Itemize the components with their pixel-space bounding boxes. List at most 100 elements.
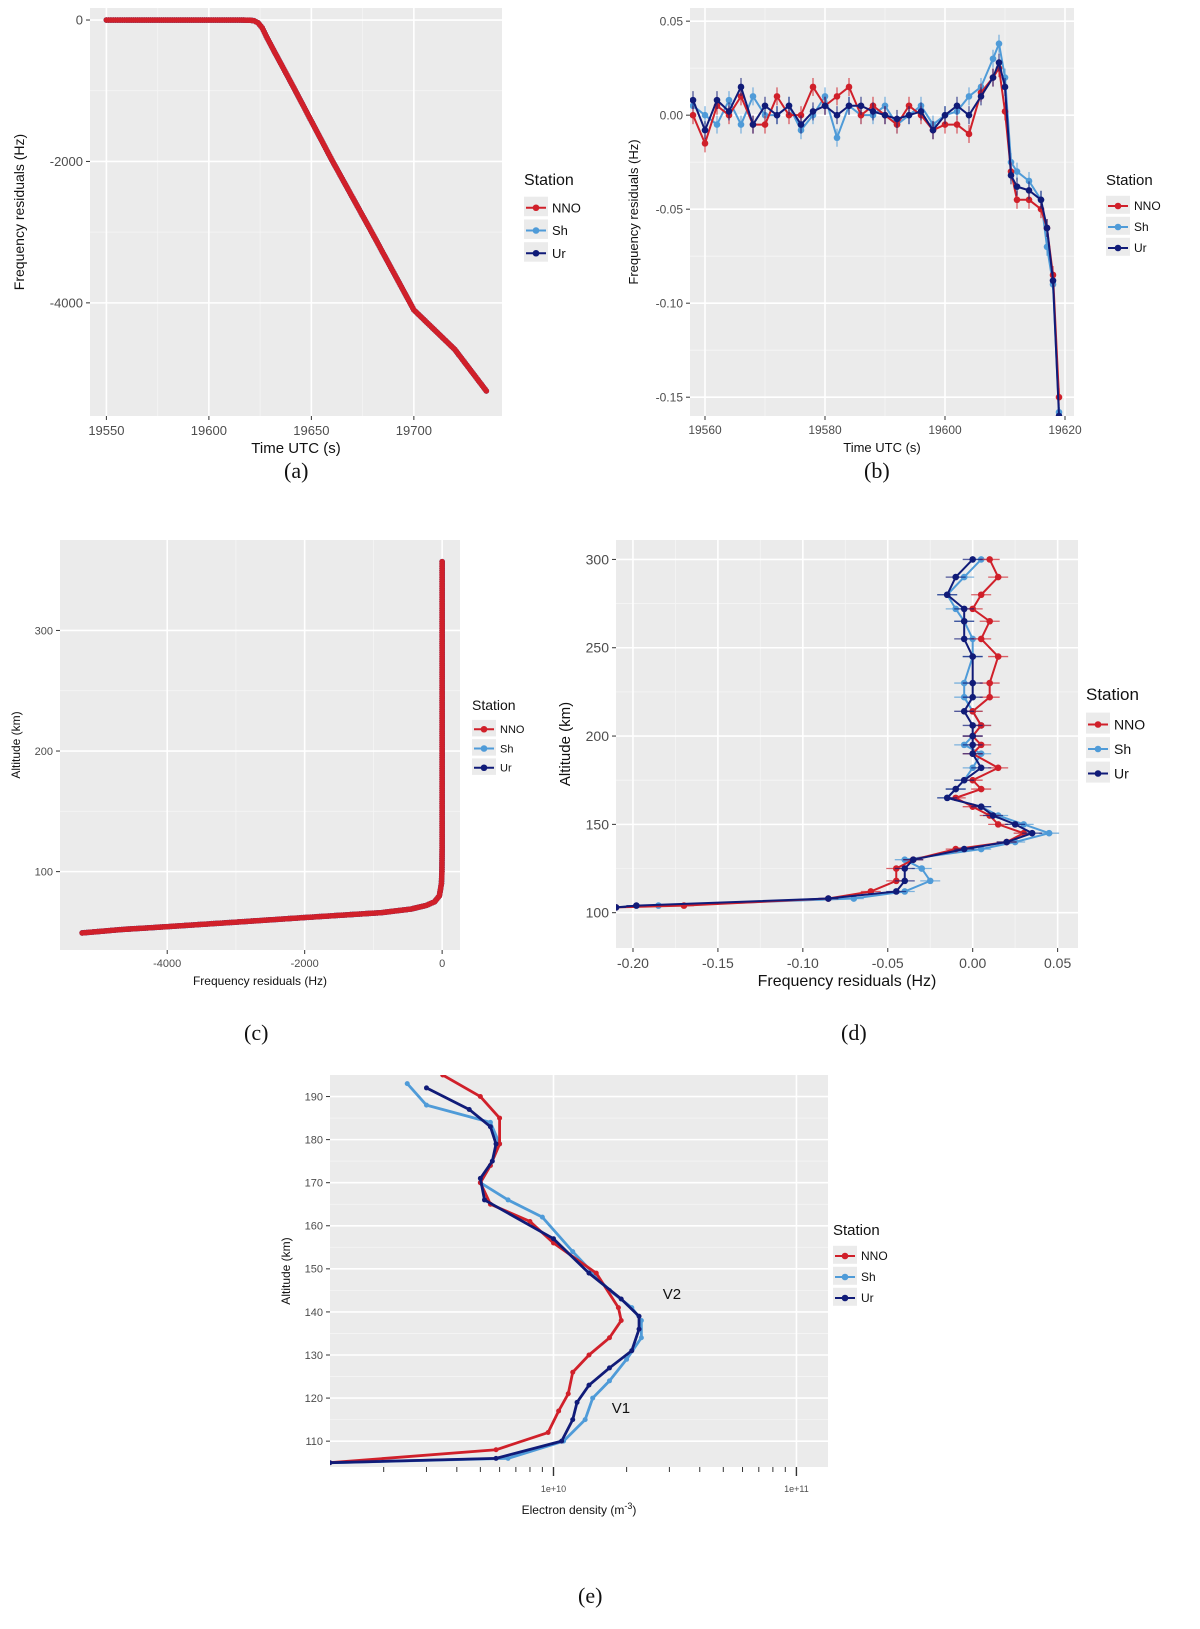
y-tick-label: 100 [35, 866, 53, 878]
legend: Station NNO Sh Ur [1106, 172, 1161, 256]
legend-key-point [841, 1294, 849, 1302]
data-point-ur [901, 865, 909, 872]
y-tick-label: -0.05 [656, 202, 684, 216]
data-layer [330, 1075, 644, 1466]
data-point-ur [989, 74, 997, 81]
data-point-ur [773, 111, 781, 119]
data-point-ur [960, 605, 968, 613]
data-point-nno [953, 121, 961, 128]
legend-title: Station [1106, 172, 1153, 189]
x-tick-label: -0.15 [702, 955, 734, 971]
y-axis-label: Altitude (km) [279, 1237, 293, 1304]
legend-label-ur: Ur [1134, 241, 1147, 255]
series-line-ur [330, 1086, 641, 1465]
data-point-sh [570, 1249, 576, 1255]
data-point-ur [821, 102, 829, 110]
y-tick-label: 140 [305, 1307, 323, 1319]
data-point-ur [952, 785, 960, 793]
data-point-sh [965, 93, 973, 100]
data-point-sh [505, 1197, 511, 1203]
data-point-ur [797, 121, 805, 128]
data-point-ur [943, 591, 951, 599]
legend-key-point [532, 249, 540, 257]
data-point-nno [761, 121, 769, 128]
x-tick-label: 19650 [293, 423, 329, 438]
panel-c: -4000 -2000 0 100 200 300 Frequency residuals … [9, 540, 525, 988]
data-point-sh [1025, 177, 1033, 185]
x-tick-label: 1e+10 [541, 1484, 566, 1494]
data-point-ur [477, 1175, 483, 1181]
caption-d: (d) [841, 1020, 867, 1045]
data-point-ur [995, 59, 1003, 66]
data-layer [616, 556, 1060, 911]
legend-label-nno: NNO [552, 200, 581, 215]
series-line-nno [330, 1075, 623, 1465]
legend-key-point [1094, 770, 1102, 777]
y-tick-label: 190 [305, 1091, 323, 1103]
data-point-nno [493, 1447, 499, 1453]
data-point-ur [636, 1326, 642, 1332]
data-point-nno [606, 1335, 612, 1341]
data-point-nno [986, 679, 993, 687]
data-point-ur [960, 635, 968, 643]
data-point-ur [989, 812, 997, 819]
data-point-sh [737, 121, 745, 128]
data-point-sh [821, 93, 829, 100]
data-point-nno [556, 1408, 562, 1414]
data-point-ur [493, 1141, 499, 1147]
data-point-nno [483, 388, 490, 394]
data-point-sh [701, 111, 709, 119]
y-tick-label: 150 [586, 816, 610, 832]
data-point-ur [713, 96, 721, 104]
data-point-ur [574, 1399, 580, 1405]
data-point-nno [79, 930, 85, 936]
legend-key-point [1114, 202, 1122, 210]
data-point-ur [917, 108, 925, 115]
data-point-ur [725, 108, 733, 115]
data-point-nno [986, 617, 993, 625]
data-point-ur [785, 102, 793, 110]
data-point-nno [690, 111, 697, 119]
data-point-nno [497, 1141, 503, 1147]
x-tick-label: -0.05 [872, 955, 904, 971]
x-axis-label: Frequency residuals (Hz) [193, 974, 327, 988]
legend-title: Station [1086, 685, 1139, 704]
data-point-ur [901, 877, 909, 885]
legend-label-ur: Ur [500, 763, 512, 775]
legend-label-nno: NNO [1114, 716, 1145, 732]
data-point-ur [616, 904, 620, 911]
data-point-nno [1025, 196, 1033, 204]
panel-e: 1e+10 1e+11 110 120 130 140 150 160 170 180 190 Ele… [279, 1075, 888, 1517]
legend: Station NNO Sh Ur [472, 697, 525, 775]
data-point-ur [761, 102, 769, 110]
data-point-ur [423, 1085, 429, 1091]
data-layer [103, 17, 490, 394]
data-point-nno [994, 653, 1002, 660]
data-point-sh [833, 134, 841, 142]
data-point-ur [482, 1197, 488, 1203]
data-point-ur [953, 102, 961, 110]
data-point-nno [797, 111, 805, 119]
data-point-nno [845, 83, 853, 91]
y-tick-label: 0 [76, 13, 83, 28]
y-tick-label: 0.05 [660, 14, 684, 28]
y-tick-label: 120 [305, 1393, 323, 1405]
legend-key-point [480, 725, 488, 733]
data-point-ur [825, 895, 832, 902]
data-point-ur [1011, 821, 1019, 828]
data-point-ur [960, 845, 968, 853]
data-point-ur [969, 653, 976, 660]
y-tick-label: 160 [305, 1221, 323, 1233]
data-point-nno [977, 591, 985, 599]
data-point-ur [1043, 224, 1051, 232]
x-tick-label: 19600 [191, 423, 227, 438]
x-tick-label: 19700 [396, 423, 432, 438]
legend-label-ur: Ur [861, 1291, 874, 1305]
caption-b: (b) [864, 458, 890, 483]
data-point-ur [893, 115, 901, 123]
x-tick-label: 0.05 [1044, 955, 1071, 971]
data-point-sh [590, 1395, 596, 1401]
data-layer [79, 558, 445, 936]
x-axis-label: Time UTC (s) [251, 440, 340, 457]
